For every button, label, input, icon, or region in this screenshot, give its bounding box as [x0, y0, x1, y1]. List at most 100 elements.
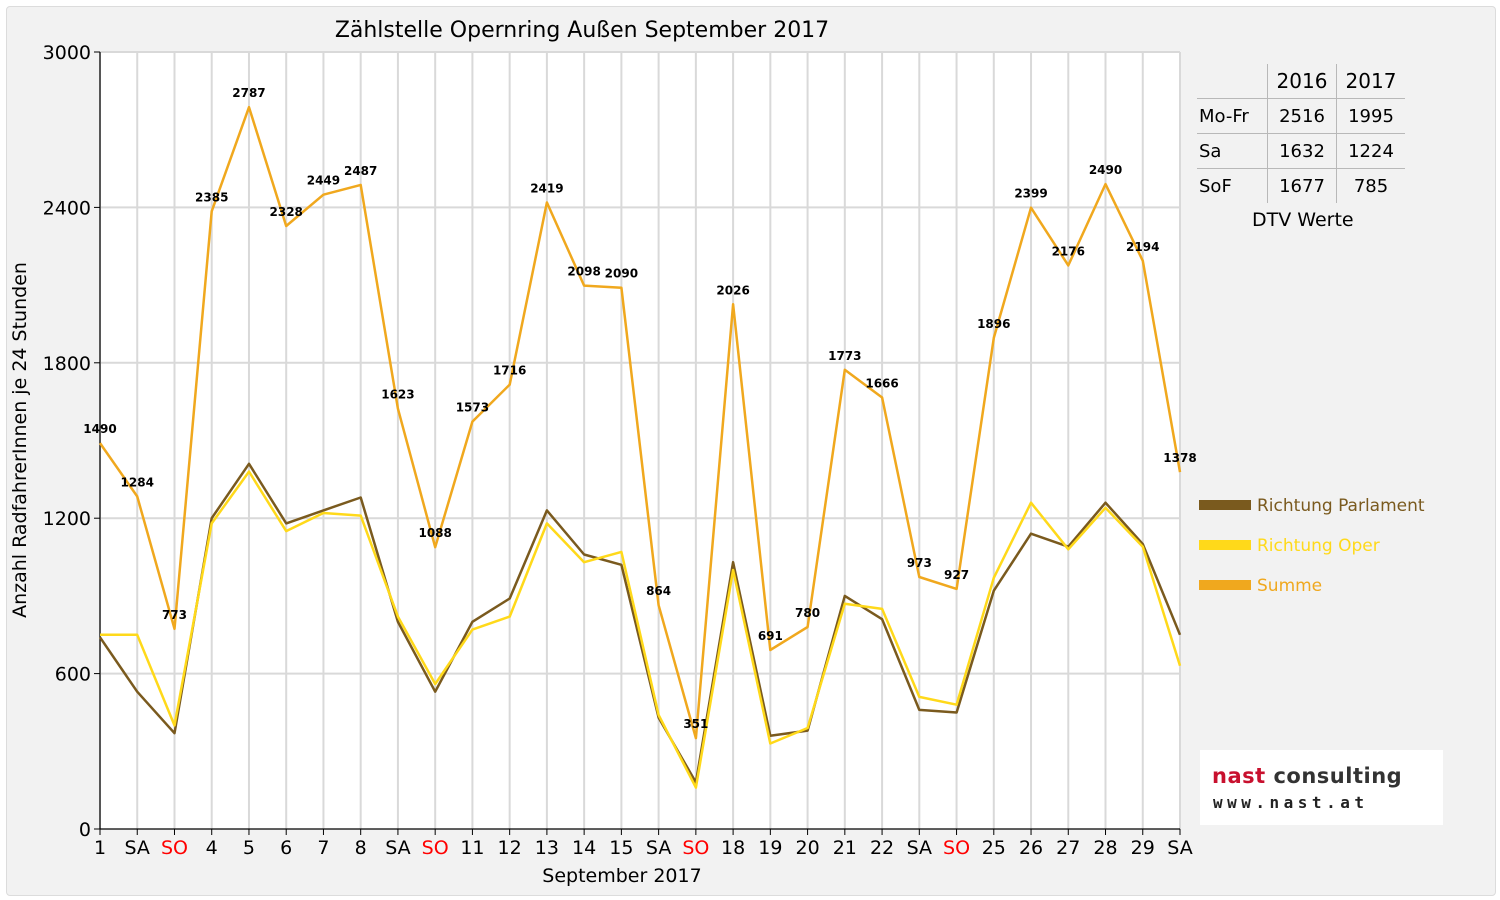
series-line-richtung-oper	[100, 470, 1182, 789]
dtv-row-label: Mo-Fr	[1197, 98, 1268, 134]
legend-swatch-richtung-oper	[1199, 540, 1251, 550]
data-label: 1773	[828, 349, 861, 363]
data-label: 2490	[1089, 163, 1122, 177]
y-tick-label: 0	[79, 819, 91, 841]
dtv-row-sa: Sa 1632 1224	[1197, 133, 1405, 169]
x-tick-label: 29	[1131, 837, 1155, 859]
x-tick-label: 22	[870, 837, 894, 859]
data-label: 2026	[716, 283, 749, 297]
logo-brand-part1: nast	[1212, 764, 1266, 788]
data-label: 1490	[83, 422, 116, 436]
x-tick-label: 6	[280, 837, 292, 859]
data-label: 927	[944, 568, 969, 582]
data-label: 2419	[530, 181, 563, 195]
x-tick-label: SA	[125, 837, 150, 859]
series-lines	[98, 105, 1182, 789]
x-tick-label: 4	[206, 837, 218, 859]
axes	[94, 51, 1181, 835]
x-tick-label: SA	[1167, 837, 1192, 859]
data-label: 2399	[1014, 187, 1047, 201]
y-tick-label: 1200	[43, 508, 91, 530]
data-label: 351	[683, 717, 708, 731]
y-tick-label: 3000	[43, 42, 91, 64]
dtv-caption: DTV Werte	[1252, 209, 1354, 231]
data-labels: 1490 1284 773 2385 2787 2328 2449 2487 1623 1088 1…	[83, 86, 1196, 731]
x-tick-label: 8	[355, 837, 367, 859]
data-label: 2385	[195, 190, 228, 204]
data-label: 1666	[865, 377, 898, 391]
logo-url: www.nast.at	[1213, 793, 1369, 812]
x-tick-label: SO	[161, 837, 188, 859]
dtv-value: 1224	[1336, 133, 1405, 169]
data-label: 1088	[418, 526, 451, 540]
x-tick-label: 1	[94, 837, 106, 859]
data-label: 1716	[493, 364, 526, 378]
data-label: 2787	[232, 86, 265, 100]
data-label: 2449	[307, 174, 340, 188]
logo-wordmark: nast consulting	[1212, 764, 1402, 788]
y-axis-label: Anzahl RadfahrerInnen je 24 Stunden	[9, 262, 31, 618]
data-label: 773	[162, 608, 187, 622]
logo-brand-part2: consulting	[1265, 764, 1403, 788]
data-label: 780	[795, 606, 820, 620]
data-label: 973	[907, 556, 932, 570]
legend-swatch-richtung-parlament	[1199, 500, 1251, 510]
dtv-header-2017: 2017	[1336, 64, 1405, 99]
dtv-header-2016: 2016	[1267, 64, 1337, 99]
company-logo: nast consulting www.nast.at	[1200, 750, 1443, 825]
x-tick-label: 26	[1019, 837, 1043, 859]
data-label: 2176	[1052, 244, 1085, 258]
x-tick-label: 7	[317, 837, 329, 859]
x-tick-label: SA	[907, 837, 932, 859]
dtv-value: 1995	[1336, 98, 1405, 134]
x-tick-label: SO	[943, 837, 970, 859]
dtv-value: 785	[1336, 168, 1405, 203]
y-tick-label: 600	[55, 664, 91, 686]
dtv-row-label: Sa	[1197, 133, 1268, 169]
x-tick-label: SA	[385, 837, 410, 859]
x-tick-label: 12	[498, 837, 522, 859]
data-label: 2098	[567, 265, 600, 279]
x-tick-label: SO	[422, 837, 449, 859]
data-label: 2328	[270, 205, 303, 219]
x-tick-label: 11	[460, 837, 484, 859]
legend: Richtung Parlament Richtung Oper Summe	[1199, 496, 1425, 596]
x-tick-label: 14	[572, 837, 596, 859]
series-line-richtung-parlament	[98, 462, 1182, 784]
legend-label-summe: Summe	[1257, 576, 1322, 596]
legend-swatch-summe	[1199, 580, 1251, 590]
x-tick-label: 28	[1093, 837, 1117, 859]
dtv-row-sof: SoF 1677 785	[1197, 168, 1405, 203]
legend-label-richtung-oper: Richtung Oper	[1257, 536, 1380, 556]
series-line-summe	[98, 105, 1182, 740]
x-tick-label: 18	[721, 837, 745, 859]
x-tick-label: 15	[609, 837, 633, 859]
x-tick-label: 21	[833, 837, 857, 859]
data-label: 1573	[456, 401, 489, 415]
dtv-value: 2516	[1267, 98, 1337, 134]
x-tick-label: 25	[982, 837, 1006, 859]
x-tick-label: 5	[243, 837, 255, 859]
y-tick-labels: 0 600 1200 1800 2400 3000	[43, 42, 91, 841]
data-label: 864	[646, 584, 671, 598]
x-tick-label: SA	[646, 837, 671, 859]
data-label: 2487	[344, 164, 377, 178]
data-label: 1623	[381, 388, 414, 402]
dtv-value: 1632	[1267, 133, 1337, 169]
dtv-value: 1677	[1267, 168, 1337, 203]
data-label: 1378	[1163, 451, 1196, 465]
data-label: 2090	[605, 267, 638, 281]
x-tick-label: 20	[795, 837, 819, 859]
legend-label-richtung-parlament: Richtung Parlament	[1257, 496, 1425, 516]
data-label: 2194	[1126, 240, 1159, 254]
data-label: 691	[758, 629, 783, 643]
dtv-header-row: 2016 2017	[1197, 64, 1405, 99]
x-tick-label: SO	[682, 837, 709, 859]
y-tick-label: 2400	[43, 197, 91, 219]
x-axis-label: September 2017	[542, 865, 701, 887]
dtv-row-label: SoF	[1197, 168, 1268, 203]
x-tick-label: 13	[535, 837, 559, 859]
x-tick-label: 19	[758, 837, 782, 859]
dtv-row-mofr: Mo-Fr 2516 1995	[1197, 98, 1405, 134]
